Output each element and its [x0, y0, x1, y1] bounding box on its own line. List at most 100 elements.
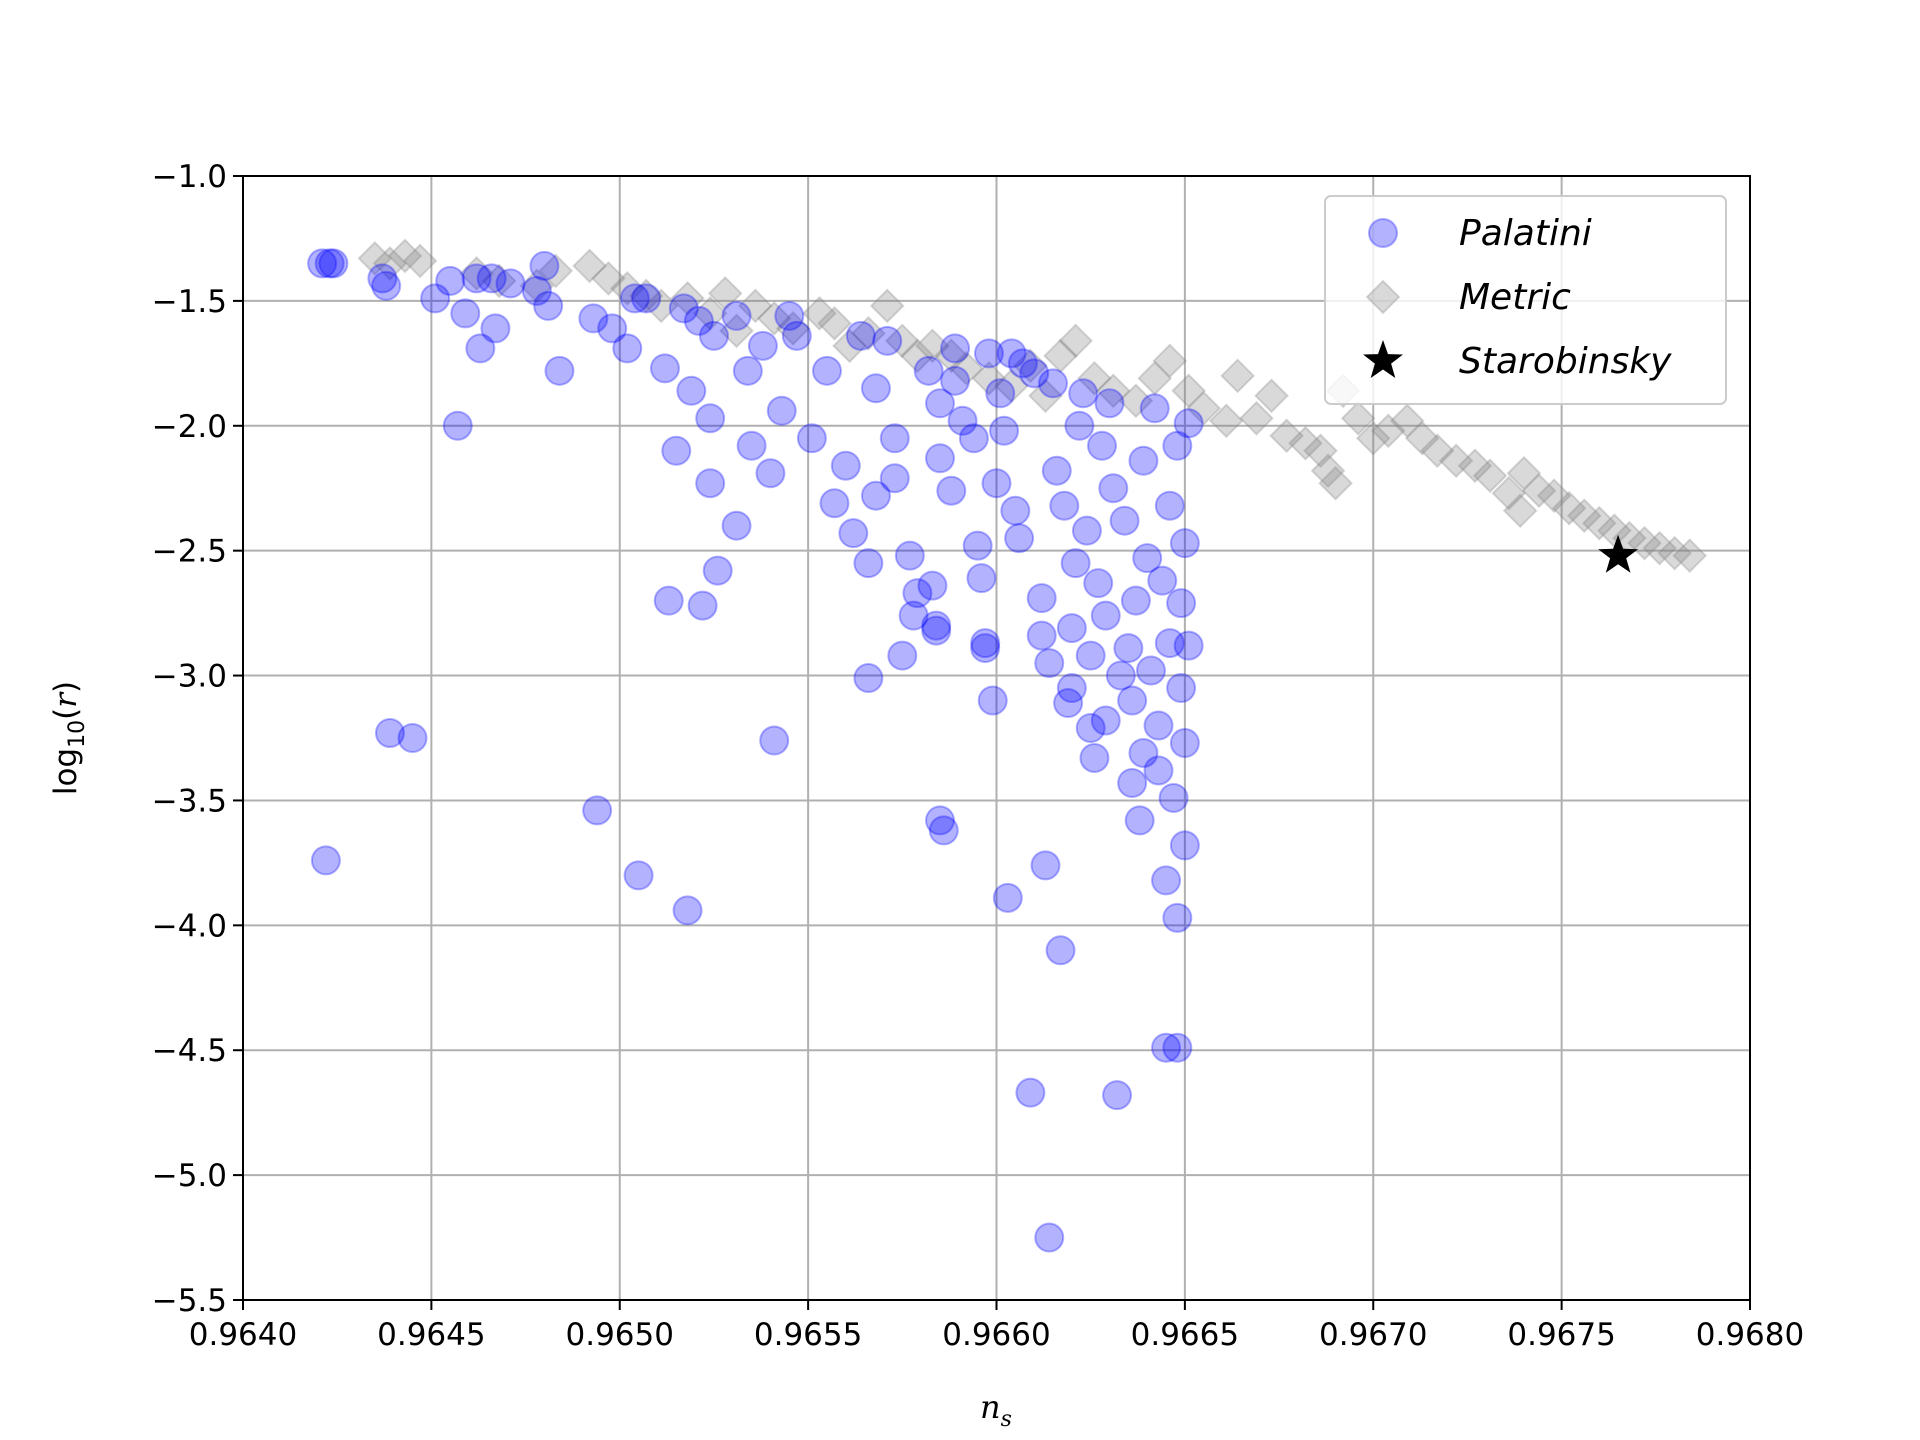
palatini-point [940, 333, 971, 364]
palatini-point [973, 338, 1004, 369]
palatini-point [1086, 430, 1117, 461]
palatini-point [860, 480, 891, 511]
metric-point [719, 313, 754, 349]
palatini-point [1169, 830, 1200, 861]
palatini-point [887, 640, 918, 671]
palatini-point [1026, 583, 1057, 614]
x-tick-label: 0.9650 [566, 1317, 674, 1353]
palatini-point [1169, 528, 1200, 559]
palatini-point [1162, 1032, 1193, 1063]
palatini-point [985, 378, 1016, 409]
palatini-point [924, 443, 955, 474]
metric-point [692, 295, 728, 331]
metric-point [1171, 373, 1207, 409]
palatini-point [533, 290, 564, 321]
metric-point [1288, 425, 1323, 461]
palatini-point [495, 268, 526, 299]
palatini-point [774, 300, 805, 331]
palatini-point [1162, 902, 1193, 933]
palatini-point [970, 633, 1001, 664]
palatini-point [917, 570, 948, 601]
metric-point [402, 243, 438, 279]
palatini-point [442, 410, 473, 441]
palatini-point [853, 548, 884, 579]
metric-point [591, 260, 626, 296]
palatini-point [397, 723, 428, 753]
y-tick-label: −3.0 [152, 659, 227, 695]
palatini-point [755, 458, 786, 489]
palatini-point [676, 375, 707, 406]
palatini-point [947, 405, 978, 436]
palatini-point [1128, 737, 1159, 768]
metric-point [1581, 505, 1617, 541]
x-tick-label: 0.9655 [754, 1317, 862, 1353]
metric-point [609, 270, 645, 306]
metric-point [1318, 465, 1353, 501]
palatini-point [962, 530, 993, 561]
palatini-point [819, 488, 850, 519]
metric-point [459, 255, 494, 291]
palatini-point [924, 388, 955, 419]
metric-point [1642, 530, 1677, 566]
y-tick-label: −4.0 [152, 908, 227, 944]
palatini-point [1117, 767, 1148, 798]
metric-point [884, 323, 920, 359]
palatini-point [597, 313, 628, 344]
palatini-point [1143, 710, 1174, 741]
metric-point [481, 263, 517, 299]
palatini-point [702, 555, 733, 586]
palatini-point [544, 355, 575, 386]
metric-point [1058, 323, 1094, 359]
palatini-point [1083, 568, 1114, 599]
metric-point [1672, 538, 1708, 574]
palatini-point [698, 320, 729, 351]
starobinsky-point [1598, 534, 1639, 573]
palatini-point [1151, 865, 1182, 896]
y-tick-label: −5.5 [152, 1283, 227, 1319]
palatini-point [1090, 600, 1121, 631]
palatini-point [1041, 455, 1072, 486]
palatini-point [921, 610, 952, 641]
palatini-point [661, 435, 692, 466]
x-tick-label: 0.9640 [189, 1317, 297, 1353]
metric-point [832, 328, 867, 364]
palatini-point [1075, 640, 1106, 671]
palatini-point [1015, 1077, 1046, 1108]
metric-point [1370, 413, 1406, 449]
palatini-point [872, 325, 903, 356]
metric-point [869, 288, 905, 324]
palatini-point [996, 338, 1027, 369]
palatini-point [989, 415, 1020, 446]
palatini-point [695, 468, 726, 499]
series-palatini [307, 248, 1204, 1253]
metric-point [1012, 348, 1048, 384]
y-tick-label: −5.0 [152, 1158, 227, 1194]
x-tick-label: 0.9665 [1131, 1317, 1239, 1353]
palatini-point [759, 725, 790, 756]
palatini-point [653, 585, 684, 616]
metric-point [1566, 498, 1602, 534]
palatini-point [687, 590, 718, 621]
palatini-point [612, 333, 643, 364]
palatini-point [461, 263, 492, 294]
palatini-point [838, 518, 869, 549]
palatini-point [1090, 705, 1121, 736]
palatini-point [529, 250, 560, 281]
palatini-point [879, 423, 910, 454]
palatini-point [435, 265, 466, 296]
x-tick-label: 0.9660 [942, 1317, 1050, 1353]
palatini-point [981, 468, 1012, 499]
metric-point [1389, 403, 1425, 439]
palatini-point [1173, 630, 1204, 661]
metric-point [850, 315, 886, 351]
metric-point [756, 300, 792, 336]
metric-point [1152, 343, 1188, 379]
metric-point [1239, 400, 1274, 436]
metric-point [387, 238, 423, 274]
legend: Palatini Metric Starobinsky [1324, 195, 1727, 405]
palatini-point [1120, 585, 1151, 616]
palatini-point [1166, 588, 1197, 619]
palatini-point [1102, 1080, 1133, 1111]
palatini-point [1004, 523, 1035, 554]
